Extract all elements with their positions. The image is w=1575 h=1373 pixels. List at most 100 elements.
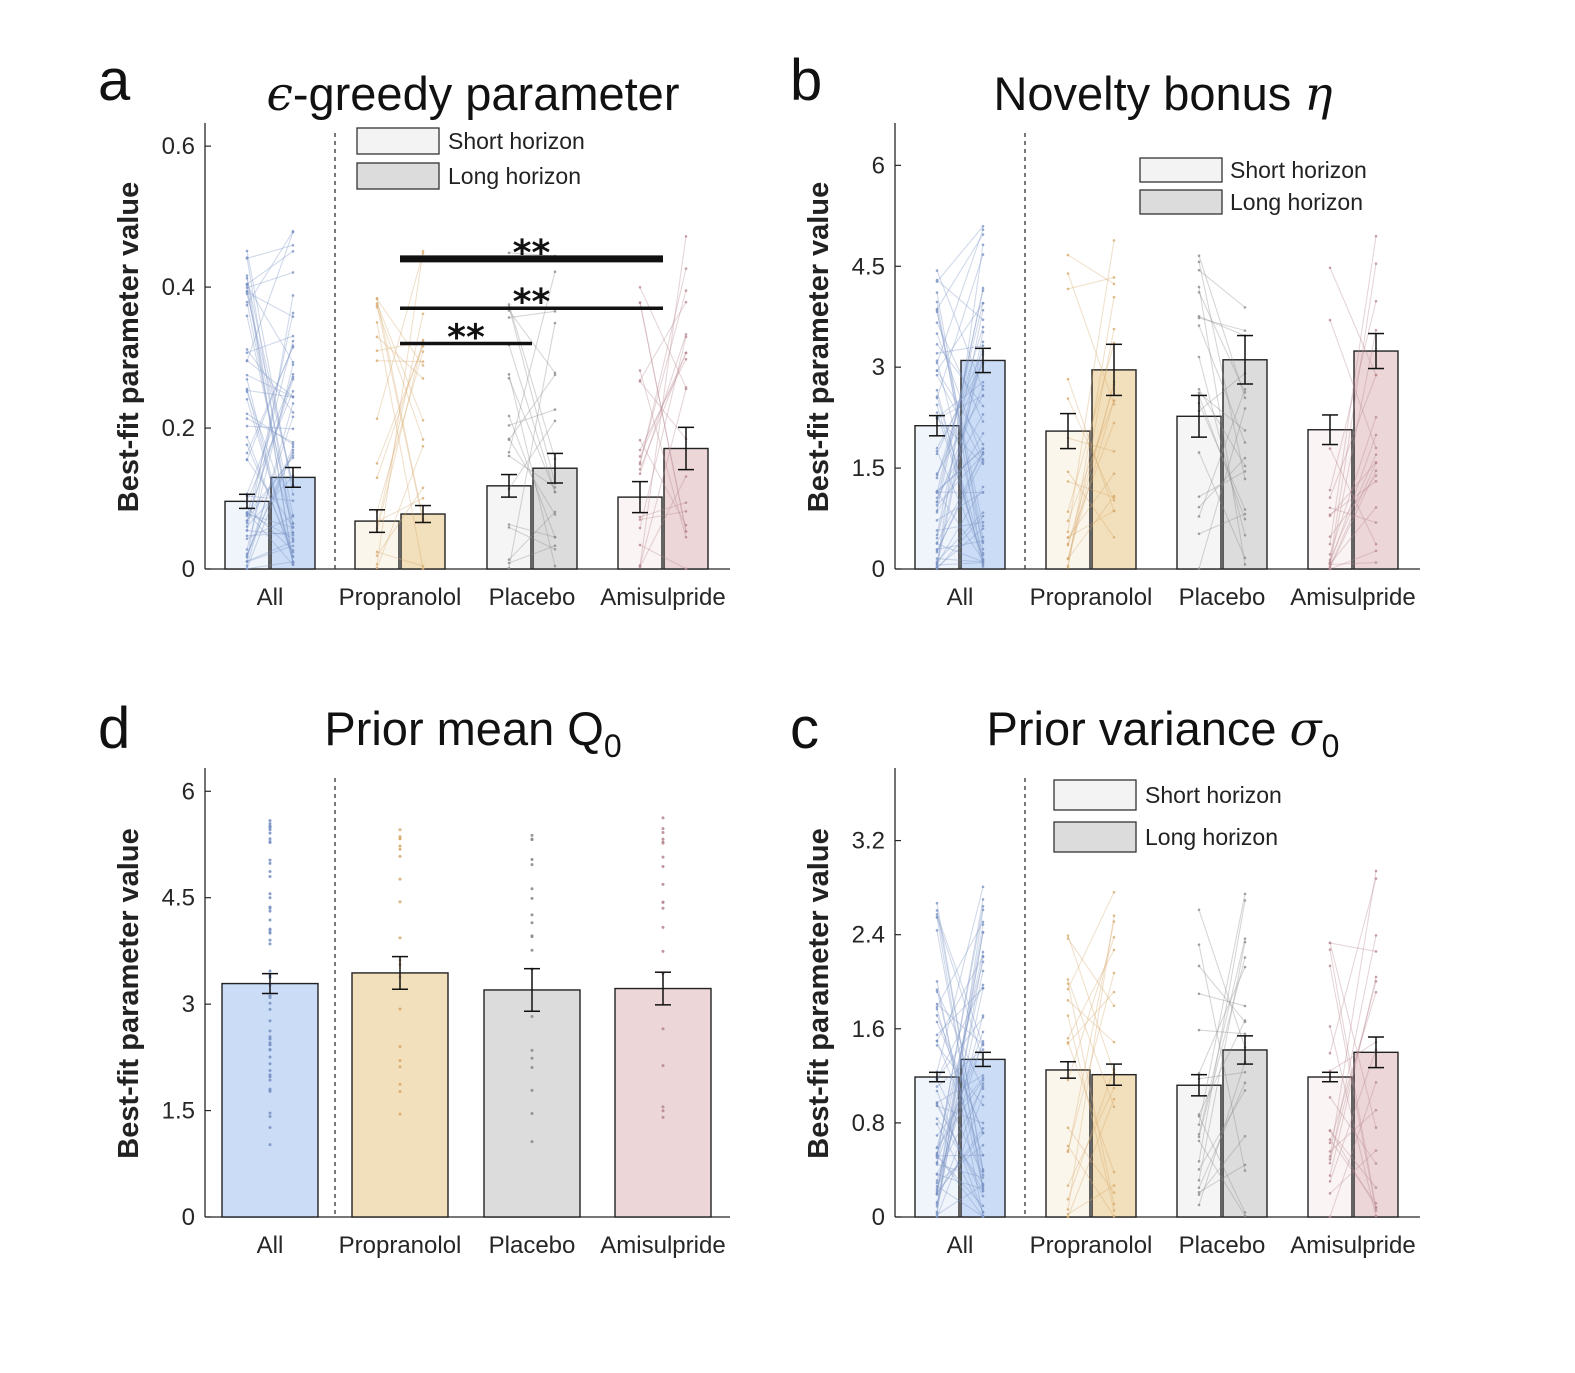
subject-line bbox=[936, 345, 984, 354]
subject-dot bbox=[291, 375, 295, 379]
subject-dot bbox=[1197, 908, 1201, 912]
subject-dot bbox=[507, 454, 511, 458]
subject-dot bbox=[981, 1143, 985, 1147]
subject-dot bbox=[1328, 1158, 1332, 1161]
subject-dot bbox=[638, 565, 642, 569]
subject-line bbox=[639, 352, 687, 470]
subject-dot bbox=[268, 840, 272, 844]
subject-dot bbox=[1243, 956, 1247, 959]
subject-dot bbox=[935, 529, 939, 532]
subject-line bbox=[1198, 1082, 1246, 1188]
subject-line bbox=[1198, 941, 1246, 1181]
x-tick-label: Propranolol bbox=[339, 584, 462, 611]
subject-dot bbox=[981, 1074, 985, 1077]
subject-line bbox=[1329, 454, 1377, 561]
subject-line bbox=[376, 339, 424, 532]
subject-dot bbox=[375, 462, 379, 465]
subject-dot bbox=[1374, 1201, 1378, 1205]
subject-dot bbox=[1374, 1108, 1378, 1112]
subject-line bbox=[1198, 966, 1246, 1074]
subject-line bbox=[1198, 395, 1246, 520]
subject-dot bbox=[1328, 964, 1332, 968]
subject-dot bbox=[981, 983, 985, 987]
subject-dot bbox=[1066, 287, 1070, 291]
subject-dot bbox=[245, 511, 249, 515]
subject-dot bbox=[1243, 388, 1247, 391]
subject-dot bbox=[935, 980, 939, 983]
subject-line bbox=[246, 301, 294, 534]
bar-all bbox=[221, 982, 319, 1218]
subject-line bbox=[246, 495, 294, 502]
subject-line bbox=[1067, 473, 1115, 538]
subject-line bbox=[936, 1015, 984, 1134]
subject-line bbox=[936, 301, 984, 565]
subject-dot bbox=[935, 550, 939, 554]
subject-line bbox=[1329, 992, 1377, 1144]
subject-line bbox=[639, 439, 687, 526]
subject-dot bbox=[1197, 355, 1201, 359]
subject-line bbox=[1198, 1090, 1246, 1170]
subject-dot bbox=[1243, 477, 1247, 481]
subject-dot bbox=[1066, 510, 1070, 514]
chart-title: Novelty bonus η bbox=[993, 67, 1332, 122]
subject-dot bbox=[935, 1200, 939, 1204]
subject-dot bbox=[981, 1030, 985, 1034]
subject-dot bbox=[507, 558, 511, 561]
subject-dot bbox=[1112, 914, 1116, 917]
subject-dot bbox=[935, 1205, 939, 1208]
subject-dot bbox=[1374, 461, 1378, 465]
subject-dot bbox=[935, 1179, 939, 1182]
subject-dot bbox=[1328, 1215, 1332, 1219]
subject-line bbox=[1067, 1042, 1115, 1173]
subject-dot bbox=[245, 443, 249, 447]
subject-line bbox=[1329, 448, 1377, 545]
subject-dot bbox=[1243, 940, 1247, 944]
subject-dot bbox=[1197, 391, 1201, 395]
subject-dot bbox=[291, 440, 295, 444]
subject-dot bbox=[245, 567, 249, 570]
subject-dot bbox=[245, 417, 249, 420]
subject-dot bbox=[935, 1044, 939, 1047]
subject-dot bbox=[1328, 1138, 1332, 1141]
subject-dot bbox=[1197, 1132, 1201, 1136]
subject-dot bbox=[421, 438, 425, 441]
subject-dot bbox=[553, 486, 557, 489]
subject-dot bbox=[245, 458, 249, 462]
subject-dot bbox=[1112, 1086, 1116, 1090]
subject-line bbox=[936, 886, 984, 1072]
subject-dot bbox=[1197, 1168, 1201, 1171]
subject-line bbox=[246, 459, 294, 528]
subject-dot bbox=[935, 449, 939, 453]
subject-line bbox=[639, 358, 687, 451]
subject-dot bbox=[291, 499, 295, 503]
subject-dot bbox=[1197, 1123, 1201, 1126]
subject-dot bbox=[291, 334, 295, 338]
subject-dot bbox=[684, 289, 688, 292]
bar-short-placebo bbox=[1176, 1084, 1222, 1218]
subject-dot bbox=[981, 388, 985, 391]
subject-dot bbox=[268, 1037, 272, 1041]
subject-line bbox=[376, 551, 424, 567]
legend-swatch bbox=[1139, 189, 1223, 215]
subject-dot bbox=[1374, 980, 1378, 983]
subject-line bbox=[1067, 935, 1115, 1074]
subject-dot bbox=[507, 303, 511, 306]
subject-dot bbox=[291, 540, 295, 543]
subject-dot bbox=[935, 307, 939, 311]
subject-line bbox=[376, 298, 424, 366]
subject-dot bbox=[421, 344, 425, 348]
subject-dot bbox=[291, 515, 295, 518]
subject-dot bbox=[935, 536, 939, 540]
subject-dot bbox=[1066, 1078, 1070, 1082]
subject-line bbox=[376, 298, 424, 520]
subject-dot bbox=[375, 417, 379, 420]
y-tick-label: 1.6 bbox=[852, 1016, 885, 1043]
subject-line bbox=[246, 511, 294, 566]
subject-dot bbox=[981, 923, 985, 926]
subject-line bbox=[246, 531, 294, 537]
subject-dot bbox=[981, 950, 985, 954]
subject-line bbox=[936, 1154, 984, 1217]
subject-dot bbox=[1112, 1097, 1116, 1101]
subject-dot bbox=[684, 357, 688, 361]
subject-line bbox=[246, 283, 294, 562]
